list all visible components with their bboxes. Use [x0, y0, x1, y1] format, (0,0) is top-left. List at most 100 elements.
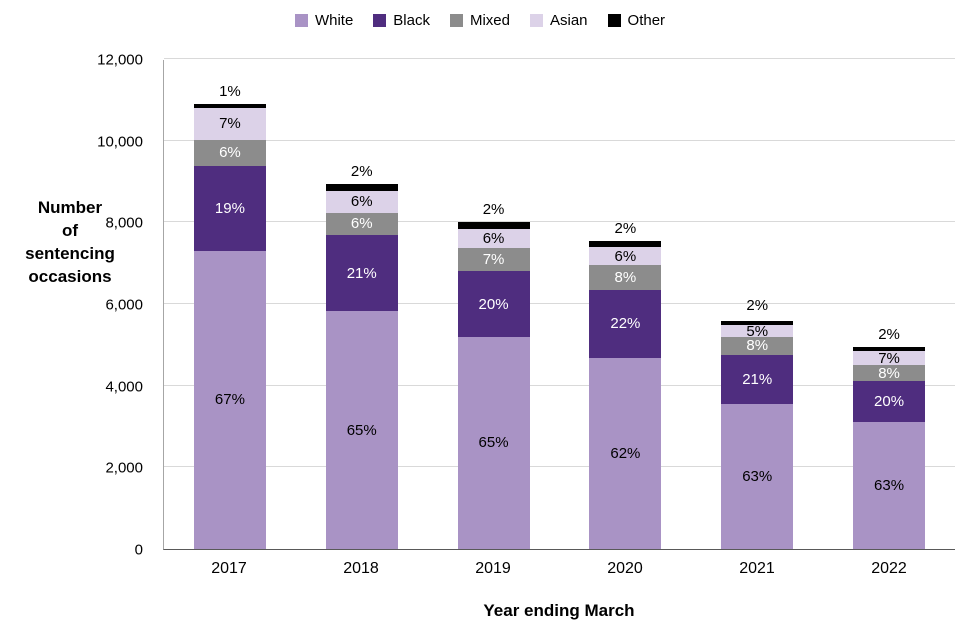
- legend-swatch-icon: [294, 14, 308, 27]
- segment-label: 63%: [742, 467, 773, 485]
- segment-label: 8%: [746, 337, 769, 355]
- segment-white: 67%: [193, 250, 266, 549]
- segment-asian: 6%: [457, 228, 530, 249]
- segment-other: [853, 346, 926, 351]
- segment-other: [325, 183, 398, 191]
- segment-label: 65%: [346, 421, 377, 439]
- legend-swatch-icon: [530, 14, 543, 27]
- segment-mixed: 7%: [457, 248, 530, 272]
- segment-label: 8%: [614, 269, 637, 287]
- x-tick-label: 2021: [739, 560, 775, 577]
- segment-label: 62%: [610, 444, 641, 462]
- y-tick-label: 2,000: [105, 459, 143, 477]
- segment-label: 7%: [482, 251, 505, 269]
- x-axis-title: Year ending March: [483, 601, 635, 620]
- x-tick-label: 2020: [607, 560, 643, 577]
- legend-label: White: [314, 12, 354, 29]
- bar-2017: 67% 19% 6% 7% 1%: [193, 83, 266, 549]
- segment-mixed: 8%: [853, 365, 926, 382]
- legend-swatch-icon: [373, 14, 387, 27]
- segment-label: 6%: [482, 230, 505, 248]
- segment-label-above: 2%: [350, 162, 373, 180]
- segment-label: 7%: [219, 115, 241, 133]
- segment-asian: 6%: [589, 246, 662, 266]
- segment-label: 19%: [214, 200, 245, 218]
- segment-label: 20%: [478, 295, 509, 313]
- legend-item-asian: Asian: [530, 12, 588, 29]
- plot-area: 67% 19% 6% 7% 1% 65% 21% 6% 6% 2% 65% 20% 7% 6% 2% 62% 2…: [163, 58, 955, 550]
- segment-white: 63%: [853, 421, 926, 549]
- segment-mixed: 6%: [325, 212, 398, 235]
- legend-item-white: White: [294, 12, 354, 29]
- legend-label: Asian: [550, 12, 588, 29]
- x-tick-label: 2022: [871, 560, 907, 577]
- gridline: [164, 466, 955, 468]
- segment-mixed: 8%: [589, 265, 662, 291]
- segment-white: 62%: [589, 357, 662, 549]
- legend: White Black Mixed Asian Other: [0, 12, 960, 29]
- segment-label: 7%: [878, 349, 900, 367]
- legend-label: Black: [393, 12, 430, 29]
- segment-asian: 7%: [853, 349, 926, 367]
- segment-black: 19%: [193, 166, 266, 251]
- legend-item-mixed: Mixed: [449, 12, 510, 29]
- segment-label-above: 2%: [482, 201, 505, 219]
- y-axis-title-line: sentencing: [25, 244, 115, 263]
- segment-label: 21%: [346, 264, 377, 282]
- segment-label: 5%: [746, 322, 769, 340]
- legend-swatch-icon: [449, 14, 463, 27]
- segment-other: [457, 222, 530, 229]
- bar-2019: 65% 20% 7% 6% 2%: [457, 201, 530, 549]
- x-tick-label: 2017: [211, 560, 247, 577]
- legend-label: Other: [627, 12, 666, 29]
- bar-2020: 62% 22% 8% 6% 2%: [589, 220, 662, 549]
- y-axis-title: Number of sentencing occasions: [0, 196, 140, 288]
- segment-other: [193, 103, 266, 109]
- bar-2022: 63% 20% 8% 7% 2%: [853, 326, 926, 549]
- segment-label: 67%: [214, 391, 245, 409]
- legend-item-black: Black: [373, 12, 430, 29]
- segment-label-above: 1%: [219, 82, 241, 100]
- y-tick-label: 4,000: [105, 378, 143, 396]
- segment-label: 6%: [614, 247, 637, 265]
- y-tick-label: 10,000: [97, 133, 143, 151]
- segment-label-above: 2%: [878, 325, 900, 343]
- y-axis-title-line: occasions: [28, 267, 112, 286]
- segment-black: 21%: [721, 355, 794, 404]
- y-tick-label: 8,000: [105, 214, 143, 232]
- segment-label: 63%: [874, 476, 905, 494]
- legend-label: Mixed: [469, 12, 510, 29]
- y-tick-label: 6,000: [105, 296, 143, 314]
- segment-asian: 7%: [193, 108, 266, 140]
- segment-label: 6%: [350, 193, 373, 211]
- segment-black: 20%: [853, 381, 926, 422]
- gridline: [164, 384, 955, 386]
- gridline: [164, 221, 955, 223]
- segment-asian: 5%: [721, 322, 794, 340]
- bar-2021: 63% 21% 8% 5% 2%: [721, 297, 794, 549]
- segment-mixed: 6%: [193, 139, 266, 167]
- segment-mixed: 8%: [721, 336, 794, 356]
- x-tick-label: 2019: [475, 560, 511, 577]
- segment-label: 20%: [874, 392, 905, 410]
- bars: 67% 19% 6% 7% 1% 65% 21% 6% 6% 2% 65% 20% 7% 6% 2% 62% 2…: [164, 60, 955, 549]
- segment-other: [721, 320, 794, 326]
- gridline: [164, 139, 955, 141]
- x-axis-ticks: 2017 2018 2019 2020 2021 2022: [163, 560, 955, 578]
- segment-white: 65%: [325, 311, 398, 549]
- segment-label: 21%: [742, 370, 773, 388]
- y-tick-label: 12,000: [97, 51, 143, 69]
- segment-other: [589, 240, 662, 247]
- y-axis-title-line: Number: [37, 198, 103, 217]
- gridline: [164, 58, 955, 59]
- y-axis-ticks: 0 2,000 4,000 6,000 8,000 10,000 12,000: [0, 52, 153, 559]
- legend-item-other: Other: [607, 12, 666, 29]
- segment-label: 6%: [219, 144, 241, 162]
- segment-asian: 6%: [325, 190, 398, 213]
- segment-black: 20%: [457, 271, 530, 337]
- segment-black: 22%: [589, 290, 662, 358]
- gridline: [164, 303, 955, 304]
- bar-2018: 65% 21% 6% 6% 2%: [325, 163, 398, 549]
- segment-black: 21%: [325, 234, 398, 312]
